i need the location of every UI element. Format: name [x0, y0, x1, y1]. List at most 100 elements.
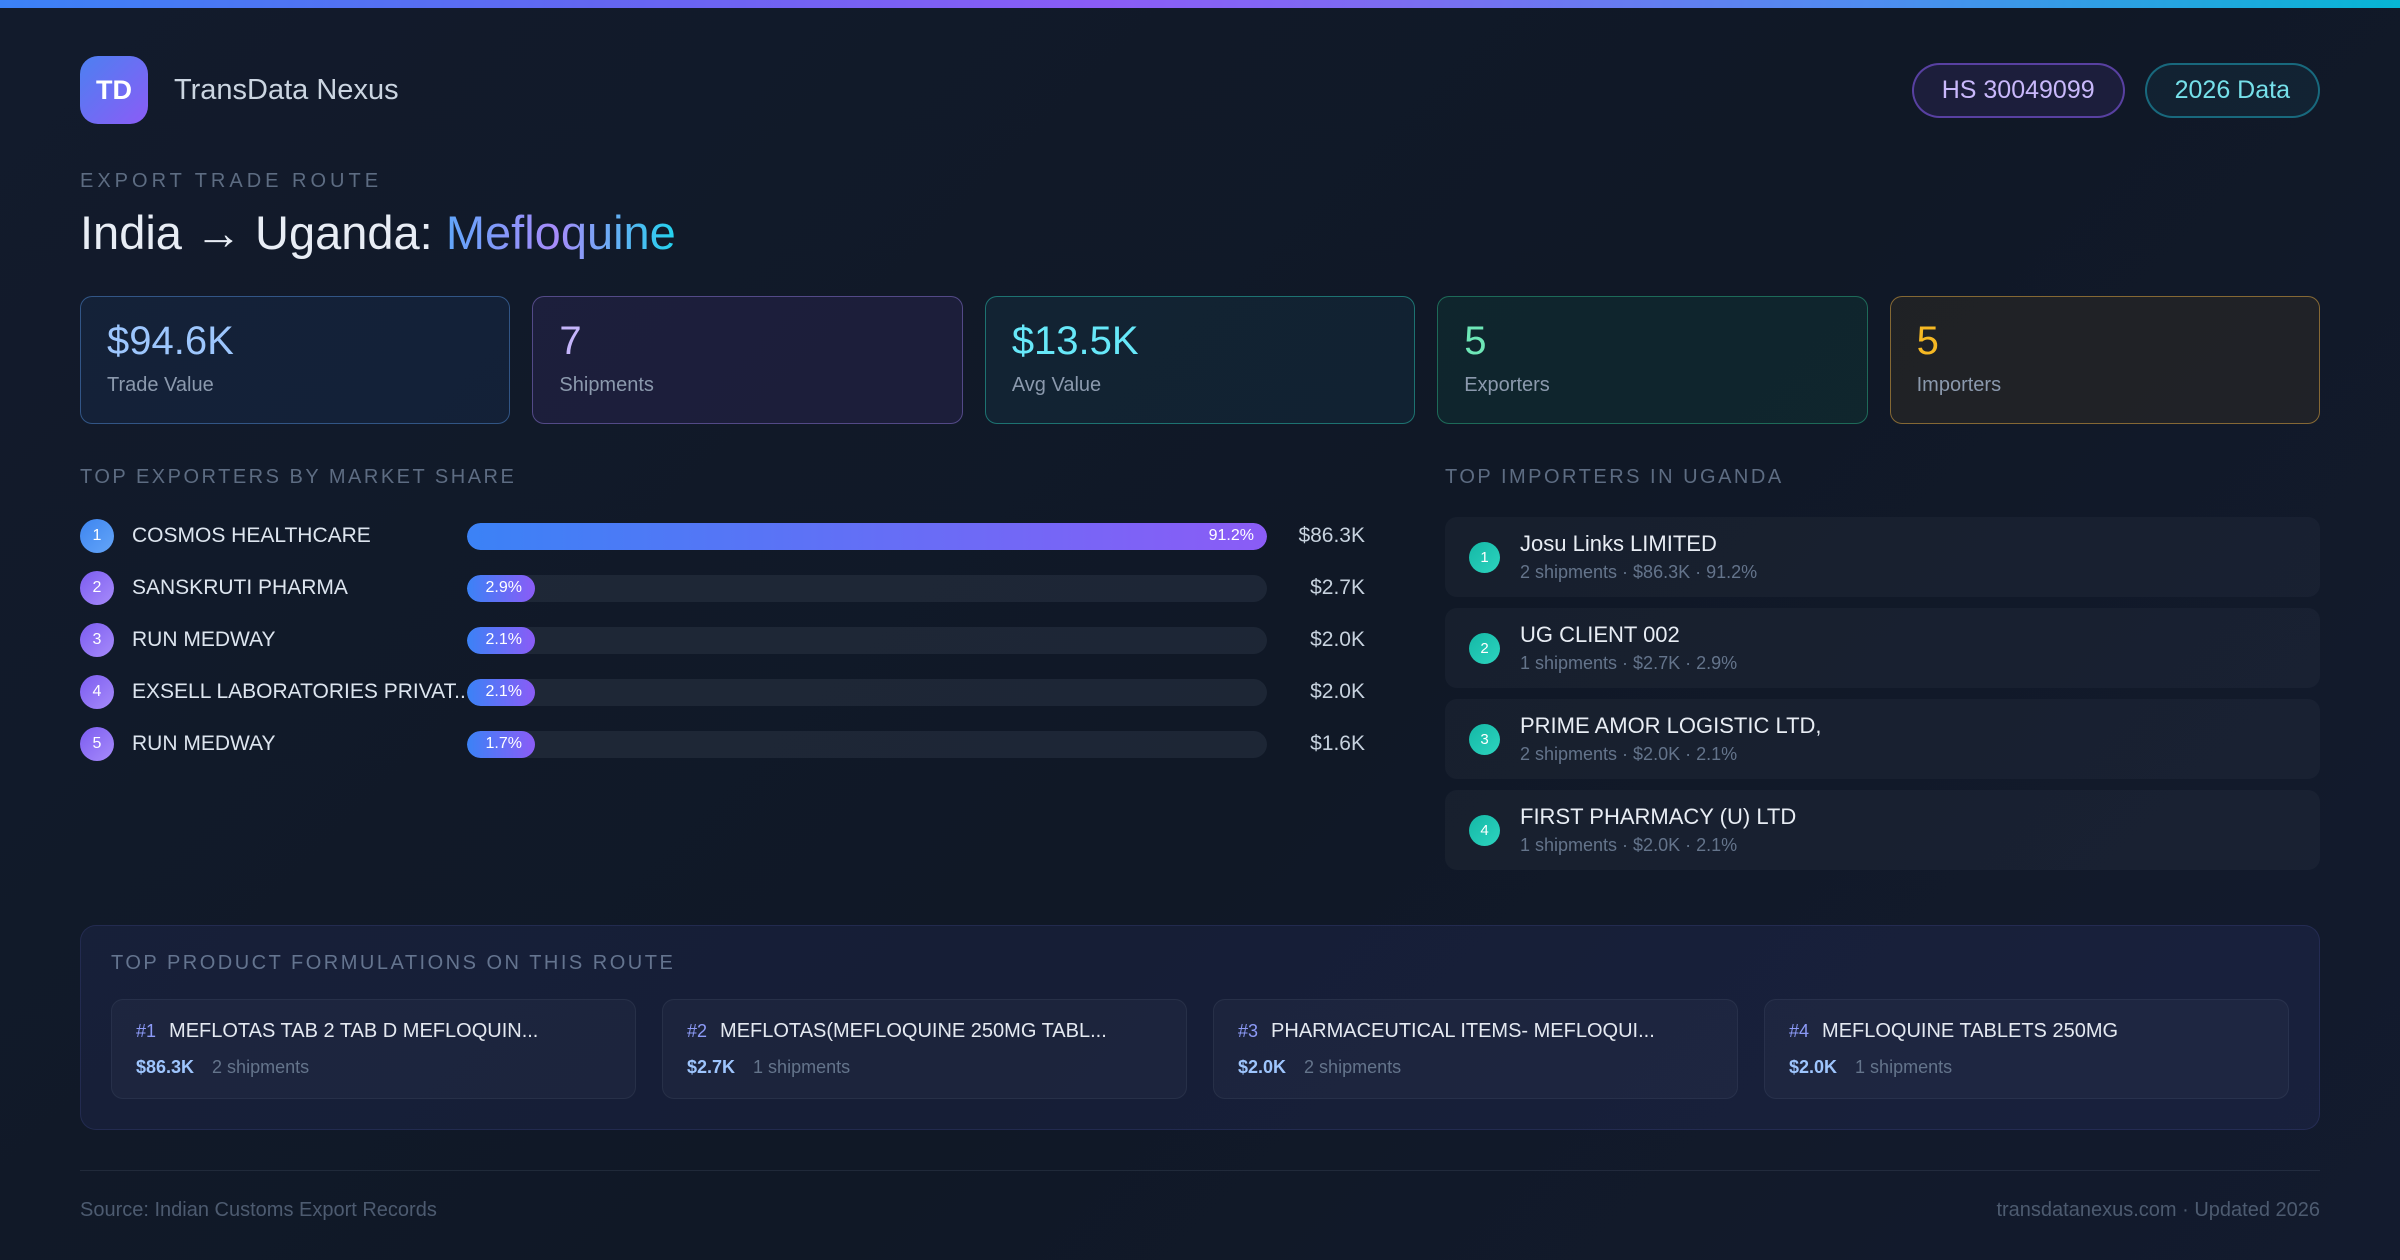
- importer-card[interactable]: 1 Josu Links LIMITED 2 shipments · $86.3…: [1445, 517, 2320, 597]
- exporter-row[interactable]: 5 RUN MEDWAY 1.7% $1.6K: [80, 725, 1365, 763]
- exporter-name: SANSKRUTI PHARMA: [132, 576, 348, 599]
- stat-label: Shipments: [559, 374, 654, 396]
- stat-card-exporters: 5 Exporters: [1437, 296, 1868, 424]
- importer-name: Josu Links LIMITED: [1520, 531, 1717, 556]
- importers-section-title: TOP IMPORTERS IN UGANDA: [1445, 466, 1784, 488]
- formulations-panel: TOP PRODUCT FORMULATIONS ON THIS ROUTE #…: [80, 925, 2320, 1130]
- stat-card-trade-value: $94.6K Trade Value: [80, 296, 511, 424]
- formulation-shipments: 2 shipments: [1304, 1057, 1402, 1077]
- market-share-track: 91.2%: [467, 522, 1267, 550]
- rank-badge: 1: [80, 519, 114, 553]
- formulation-name: MEFLOTAS(MEFLOQUINE 250MG TABL...: [720, 1020, 1107, 1042]
- logo-monogram: TD: [96, 74, 132, 105]
- formulation-rank: #3: [1238, 1021, 1259, 1041]
- formulation-card[interactable]: #4 MEFLOQUINE TABLETS 250MG $2.0K 1 ship…: [1764, 999, 2289, 1099]
- importer-detail: 1 shipments · $2.0K · 2.1%: [1520, 835, 1738, 855]
- rank-badge: 2: [80, 571, 114, 605]
- market-share-track: 2.9%: [467, 574, 1267, 602]
- market-share-bar: 91.2%: [467, 522, 1267, 550]
- stat-value: $94.6K: [107, 319, 234, 363]
- formulation-rank: #4: [1789, 1021, 1810, 1041]
- formulations-grid: #1 MEFLOTAS TAB 2 TAB D MEFLOQUIN... $86…: [111, 999, 2289, 1099]
- formulation-shipments: 1 shipments: [1855, 1057, 1953, 1077]
- route-title: India → Uganda:: [80, 206, 433, 259]
- importer-name: PRIME AMOR LOGISTIC LTD,: [1520, 713, 1822, 738]
- market-share-bar: 2.9%: [467, 574, 535, 602]
- footer-source: Source: Indian Customs Export Records: [80, 1199, 437, 1221]
- formulation-shipments: 2 shipments: [212, 1057, 310, 1077]
- formulation-value: $2.0K: [1789, 1057, 1838, 1077]
- rank-badge: 4: [1469, 814, 1500, 846]
- formulation-value: $86.3K: [136, 1057, 195, 1077]
- exporters-section: TOP EXPORTERS BY MARKET SHARE 1 COSMOS H…: [80, 466, 1365, 777]
- formulation-rank: #1: [136, 1021, 157, 1041]
- market-share-track: 2.1%: [467, 626, 1267, 654]
- formulation-card[interactable]: #3 PHARMACEUTICAL ITEMS- MEFLOQUI... $2.…: [1213, 999, 1738, 1099]
- brand-name: TransData Nexus: [174, 73, 399, 106]
- exporter-value: $2.0K: [1310, 680, 1365, 703]
- exporter-name: COSMOS HEALTHCARE: [132, 524, 371, 547]
- footer: Source: Indian Customs Export Records tr…: [80, 1170, 2320, 1222]
- formulation-card[interactable]: #1 MEFLOTAS TAB 2 TAB D MEFLOQUIN... $86…: [111, 999, 636, 1099]
- stat-card-importers: 5 Importers: [1889, 296, 2321, 424]
- importer-name: UG CLIENT 002: [1520, 622, 1680, 647]
- exporter-row[interactable]: 1 COSMOS HEALTHCARE 91.2% $86.3K: [80, 517, 1365, 555]
- rank-badge: 1: [1469, 541, 1500, 573]
- market-share-bar: 2.1%: [467, 626, 535, 654]
- header: TD TransData Nexus HS 30049099 2026 Data: [80, 56, 2320, 124]
- market-share-track: 2.1%: [467, 678, 1267, 706]
- exporter-value: $2.0K: [1310, 628, 1365, 651]
- exporter-row[interactable]: 3 RUN MEDWAY 2.1% $2.0K: [80, 621, 1365, 659]
- exporter-name: RUN MEDWAY: [132, 628, 276, 651]
- exporter-value: $1.6K: [1310, 732, 1365, 755]
- importers-section: TOP IMPORTERS IN UGANDA 1 Josu Links LIM…: [1445, 466, 2320, 881]
- header-badges: HS 30049099 2026 Data: [1911, 62, 2320, 118]
- product-title: Mefloquine: [445, 206, 676, 259]
- brand-home-link[interactable]: TD TransData Nexus: [80, 56, 399, 124]
- exporters-section-title: TOP EXPORTERS BY MARKET SHARE: [80, 466, 517, 488]
- stat-label: Exporters: [1464, 374, 1550, 396]
- exporter-row[interactable]: 4 EXSELL LABORATORIES PRIVAT... 2.1% $2.…: [80, 673, 1365, 711]
- page-title: India → Uganda: Mefloquine: [80, 205, 2320, 260]
- importer-card[interactable]: 2 UG CLIENT 002 1 shipments · $2.7K · 2.…: [1445, 608, 2320, 688]
- market-share-bar: 2.1%: [467, 678, 535, 706]
- rank-badge: 2: [1469, 632, 1500, 664]
- formulation-shipments: 1 shipments: [753, 1057, 851, 1077]
- stat-label: Trade Value: [107, 374, 214, 396]
- formulation-value: $2.7K: [687, 1057, 736, 1077]
- importer-detail: 2 shipments · $86.3K · 91.2%: [1520, 562, 1758, 582]
- exporter-value: $86.3K: [1298, 524, 1365, 547]
- stat-value: $13.5K: [1011, 319, 1139, 363]
- stat-card-avg-value: $13.5K Avg Value: [984, 296, 1416, 424]
- exporter-row[interactable]: 2 SANSKRUTI PHARMA 2.9% $2.7K: [80, 569, 1365, 607]
- exporter-value: $2.7K: [1310, 576, 1365, 599]
- market-share-bar: 1.7%: [467, 730, 535, 758]
- importer-card[interactable]: 4 FIRST PHARMACY (U) LTD 1 shipments · $…: [1445, 790, 2320, 870]
- rank-badge: 4: [80, 675, 114, 709]
- accent-gradient-bar: [0, 0, 2400, 8]
- formulation-rank: #2: [687, 1021, 708, 1041]
- page-eyebrow: EXPORT TRADE ROUTE: [80, 170, 383, 192]
- rank-badge: 5: [80, 727, 114, 761]
- formulation-card[interactable]: #2 MEFLOTAS(MEFLOQUINE 250MG TABL... $2.…: [662, 999, 1187, 1099]
- stat-value: 5: [1916, 319, 1939, 363]
- stat-value: 5: [1464, 319, 1487, 363]
- importer-name: FIRST PHARMACY (U) LTD: [1520, 804, 1797, 829]
- market-share-track: 1.7%: [467, 730, 1267, 758]
- formulation-name: MEFLOQUINE TABLETS 250MG: [1822, 1020, 2119, 1042]
- exporter-name: EXSELL LABORATORIES PRIVAT...: [132, 680, 467, 703]
- hs-code-badge[interactable]: HS 30049099: [1911, 62, 2125, 118]
- app-logo: TD: [80, 56, 148, 124]
- formulation-name: MEFLOTAS TAB 2 TAB D MEFLOQUIN...: [169, 1020, 539, 1042]
- importer-detail: 2 shipments · $2.0K · 2.1%: [1520, 744, 1738, 764]
- formulation-value: $2.0K: [1238, 1057, 1287, 1077]
- data-year-badge[interactable]: 2026 Data: [2144, 62, 2320, 118]
- rank-badge: 3: [1469, 723, 1500, 755]
- stat-value: 7: [559, 319, 582, 363]
- importer-card[interactable]: 3 PRIME AMOR LOGISTIC LTD, 2 shipments ·…: [1445, 699, 2320, 779]
- formulation-name: PHARMACEUTICAL ITEMS- MEFLOQUI...: [1271, 1020, 1655, 1042]
- stat-label: Importers: [1916, 374, 2002, 396]
- footer-site-link[interactable]: transdatanexus.com · Updated 2026: [1996, 1199, 2320, 1221]
- rank-badge: 3: [80, 623, 114, 657]
- stats-row: $94.6K Trade Value 7 Shipments $13.5K Av…: [80, 296, 2321, 424]
